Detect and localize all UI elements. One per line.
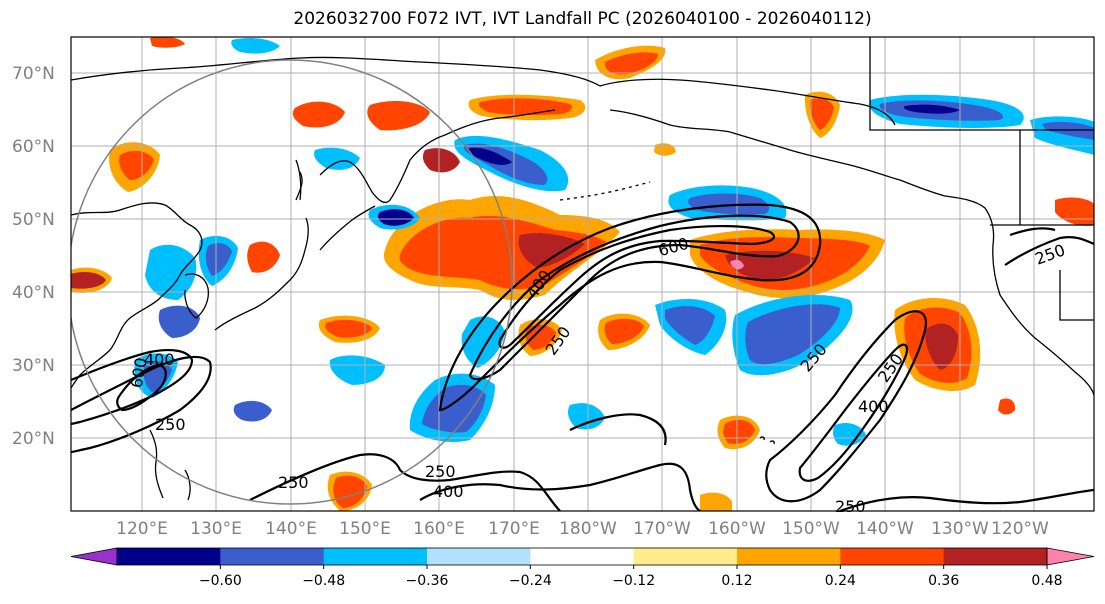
lon-label: 160°W xyxy=(708,519,766,539)
coastlines xyxy=(71,37,1094,501)
colorbar-tick-label: 0.36 xyxy=(928,573,959,589)
lat-label: 60°N xyxy=(12,137,55,157)
lat-label: 20°N xyxy=(12,429,55,449)
colorbar-extend-high xyxy=(1046,547,1095,566)
lon-label: 180°W xyxy=(559,519,617,539)
contour-label: 250 xyxy=(425,462,456,481)
ivt-shading xyxy=(71,37,1094,511)
colorbar-tick-label: −0.12 xyxy=(612,573,655,589)
lon-label: 140°E xyxy=(265,519,317,539)
lat-label: 70°N xyxy=(12,64,55,84)
lat-label: 40°N xyxy=(12,283,55,303)
landfall-region-circle xyxy=(71,59,513,505)
colorbar-outline xyxy=(116,547,1048,566)
lon-label: 120°E xyxy=(116,519,168,539)
colorbar-tick-label: −0.36 xyxy=(406,573,449,589)
contour-label: 400 xyxy=(433,482,464,501)
lon-label: 130°W xyxy=(931,519,989,539)
contour-label: 250 xyxy=(835,497,866,516)
colorbar-tick-label: 0.24 xyxy=(825,573,856,589)
colorbar-segment xyxy=(737,548,841,565)
colorbar: −0.60 −0.48 −0.36 −0.24 −0.12 0.12 0.24 0.36 0.4… xyxy=(70,547,1095,589)
lat-label: 50°N xyxy=(12,210,55,230)
lon-label: 130°E xyxy=(190,519,242,539)
lat-label: 30°N xyxy=(12,356,55,376)
colorbar-segment xyxy=(943,548,1048,565)
colorbar-tick-label: 0.48 xyxy=(1031,573,1062,589)
colorbar-segment xyxy=(530,548,635,565)
contour-label: 250 xyxy=(278,473,309,492)
lon-label: 170°W xyxy=(633,519,691,539)
colorbar-segment xyxy=(220,548,325,565)
longitude-labels: 120°E 130°E 140°E 150°E 160°E 170°E 180°… xyxy=(116,519,1049,539)
colorbar-tick-label: −0.48 xyxy=(302,573,345,589)
lon-label: 120°W xyxy=(991,519,1049,539)
map-frame xyxy=(70,36,1095,512)
colorbar-tick-label: 0.12 xyxy=(721,573,752,589)
colorbar-segment xyxy=(323,548,428,565)
map-title: 2026032700 F072 IVT, IVT Landfall PC (20… xyxy=(293,9,872,29)
lon-label: 150°W xyxy=(782,519,840,539)
lon-label: 140°W xyxy=(856,519,914,539)
contour-label: 250 xyxy=(155,415,186,434)
lon-label: 160°E xyxy=(413,519,465,539)
contour-label: 400 xyxy=(858,397,889,416)
ivt-contours xyxy=(71,203,1094,511)
map-gridlines xyxy=(71,37,1094,511)
colorbar-tick-label: −0.60 xyxy=(199,573,242,589)
lon-label: 170°E xyxy=(488,519,540,539)
colorbar-segment xyxy=(117,548,221,565)
contour-label: 400 xyxy=(144,350,175,369)
colorbar-segment xyxy=(840,548,945,565)
colorbar-extend-low xyxy=(70,547,118,566)
latitude-labels: 70°N 60°N 50°N 40°N 30°N 20°N xyxy=(12,64,55,449)
colorbar-segment xyxy=(633,548,738,565)
lon-label: 150°E xyxy=(339,519,391,539)
colorbar-tick-label: −0.24 xyxy=(509,573,552,589)
colorbar-segment xyxy=(427,548,531,565)
